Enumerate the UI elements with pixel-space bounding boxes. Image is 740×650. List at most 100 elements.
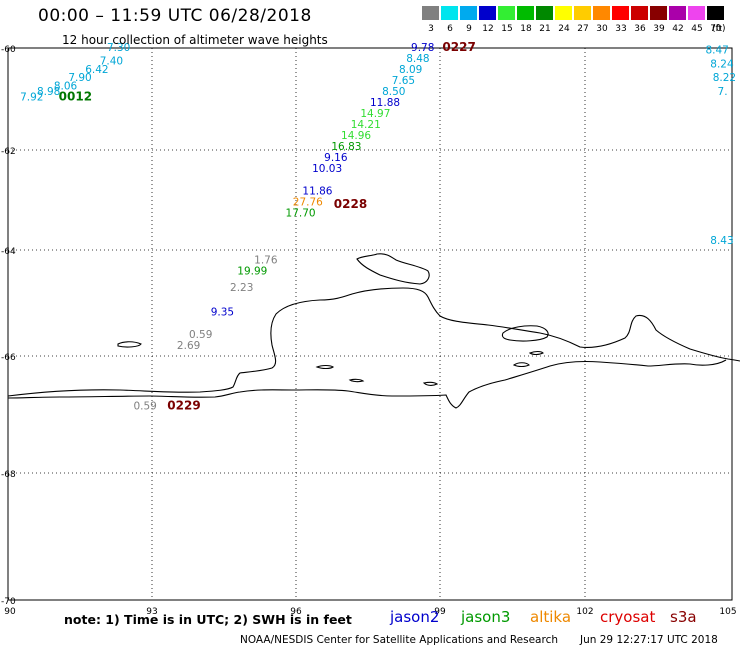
- swh-value: 0.59: [189, 329, 212, 341]
- swh-value: 7.40: [100, 56, 123, 68]
- swh-value: 17.70: [286, 207, 316, 219]
- scale-swatch: [422, 6, 439, 20]
- scale-swatch: [707, 6, 724, 20]
- swh-value: 1.76: [254, 254, 278, 266]
- swh-value: 8.48: [406, 53, 429, 65]
- swh-points: 7.30 7.406.427.908.068.987.92 9.788.488.09…: [20, 42, 736, 413]
- island-east: [501, 325, 549, 342]
- scale-swatch: [574, 6, 591, 20]
- swh-value: 2.23: [230, 282, 253, 294]
- lon-tick-label: 96: [290, 607, 302, 617]
- map-subtitle: 12 hour collection of altimeter wave hei…: [62, 33, 328, 47]
- island-west: [117, 341, 142, 348]
- pass-time-labels: 0227 0012 0228 0229: [59, 40, 476, 413]
- scale-label: 12: [482, 24, 494, 34]
- lat-tick-label: -70: [1, 597, 16, 607]
- island-small-5: [528, 350, 544, 356]
- swh-value: 19.99: [237, 265, 267, 277]
- map-frame: [7, 47, 733, 601]
- footnote: note: 1) Time is in UTC; 2) SWH is in fe…: [64, 612, 352, 627]
- swh-value: 10.03: [312, 163, 342, 175]
- island-small-2: [348, 378, 365, 383]
- scale-label: 45: [691, 24, 703, 34]
- swh-value: 11.86: [302, 185, 332, 197]
- swh-value: 14.96: [341, 130, 371, 142]
- scale-label: 33: [615, 24, 627, 34]
- lat-tick-label: -66: [1, 353, 16, 363]
- scale-label: 3: [428, 24, 434, 34]
- swh-value: 16.83: [331, 141, 361, 153]
- scale-swatch: [669, 6, 686, 20]
- swh-value: 14.97: [360, 108, 390, 120]
- antarctic-coastline: [7, 253, 740, 409]
- pass-time-label: 0012: [59, 89, 92, 103]
- scale-label: 42: [672, 24, 684, 34]
- island-north: [356, 253, 430, 285]
- swh-value: 14.21: [351, 119, 381, 131]
- pass-time-label: 0228: [334, 197, 367, 211]
- swh-value: 11.88: [370, 97, 400, 109]
- lon-tick-label: 102: [576, 607, 593, 617]
- swh-value: 9.16: [324, 152, 348, 164]
- satellite-altika: altika: [530, 608, 572, 626]
- swh-value: 7.90: [68, 72, 91, 84]
- scale-label: 21: [539, 24, 551, 34]
- swh-value: 8.47: [705, 45, 728, 57]
- swh-value: 0.59: [133, 401, 156, 413]
- scale-label: 6: [447, 24, 453, 34]
- scale-swatch: [650, 6, 667, 20]
- scale-swatch: [631, 6, 648, 20]
- scale-label: 39: [653, 24, 665, 34]
- island-small-1: [315, 364, 334, 370]
- satellite-jason2: jason2: [390, 608, 440, 626]
- swh-value: 7.92: [20, 91, 43, 103]
- island-small-4: [512, 362, 530, 368]
- lon-tick-label: 105: [719, 607, 736, 617]
- lon-tick-label: 93: [146, 607, 157, 617]
- pass-time-label: 0227: [442, 40, 475, 54]
- lat-tick-label: -62: [1, 147, 16, 157]
- scale-label: 15: [501, 24, 513, 34]
- coastline-main: [7, 287, 740, 397]
- swh-value: 7.65: [392, 75, 415, 87]
- swh-value: 8.98: [37, 86, 60, 98]
- lat-tick-label: -60: [1, 45, 16, 55]
- map-title: 00:00 – 11:59 UTC 06/28/2018: [38, 6, 312, 26]
- swh-value: 8.06: [54, 80, 78, 92]
- swh-value: 2.69: [177, 340, 200, 352]
- scale-swatch: [612, 6, 629, 20]
- scale-swatch: [536, 6, 553, 20]
- scale-label: 36: [634, 24, 646, 34]
- swh-value: 9.78: [411, 42, 434, 54]
- scale-label: 9: [466, 24, 472, 34]
- swh-value: 8.09: [399, 64, 422, 76]
- pass-time-label: 0229: [167, 399, 200, 413]
- scale-swatch: [460, 6, 477, 20]
- swh-value: 8.22: [713, 72, 736, 84]
- scale-swatch: [555, 6, 572, 20]
- swh-value: 27.76: [293, 196, 323, 208]
- coastline-lower: [7, 359, 727, 409]
- satellite-cryosat: cryosat: [600, 608, 656, 626]
- swh-value: 8.50: [382, 86, 405, 98]
- scale-label: 24: [558, 24, 570, 34]
- credit-line: NOAA/NESDIS Center for Satellite Applica…: [240, 634, 558, 646]
- lon-tick-label: 90: [4, 607, 16, 617]
- swh-value: 7.: [718, 86, 728, 98]
- generation-timestamp: Jun 29 12:27:17 UTC 2018: [580, 634, 718, 646]
- axis-labels: 90 93 96 99 102 105 -60 -62 -64 -66 -68 -70: [1, 45, 737, 617]
- scale-swatch: [517, 6, 534, 20]
- scale-swatch: [441, 6, 458, 20]
- scale-label: 27: [577, 24, 589, 34]
- satellite-s3a: s3a: [670, 608, 697, 626]
- swh-value: 8.43: [710, 235, 733, 247]
- lon-tick-label: 99: [434, 607, 446, 617]
- scale-swatch: [479, 6, 496, 20]
- swh-value: 9.35: [211, 307, 234, 319]
- swh-value: 8.24: [710, 58, 734, 70]
- scale-unit: (ft): [712, 24, 726, 34]
- lat-tick-label: -64: [1, 247, 16, 257]
- map-grid: [7, 47, 733, 601]
- swh-value: 7.30: [107, 42, 130, 54]
